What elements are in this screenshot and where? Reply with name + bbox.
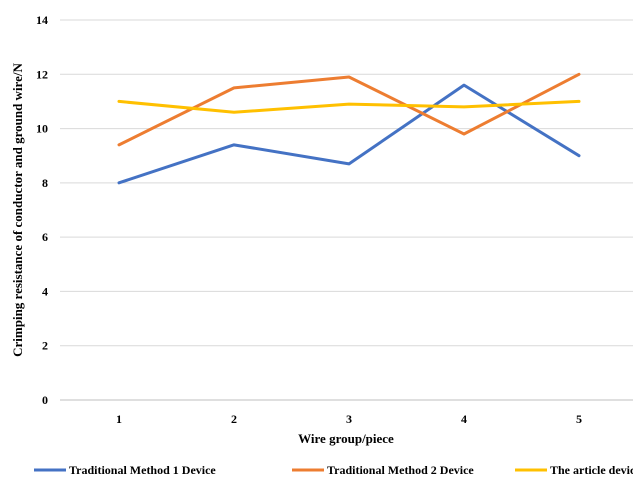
y-tick-label: 10 (36, 122, 48, 136)
y-tick-label: 12 (36, 67, 48, 81)
y-tick-label: 2 (42, 339, 48, 353)
y-axis-title: Crimping resistance of conductor and gro… (10, 63, 25, 357)
legend-label: Traditional Method 1 Device (69, 463, 216, 477)
y-tick-label: 6 (42, 230, 48, 244)
gridlines (60, 19, 633, 401)
x-tick-label: 5 (576, 412, 582, 426)
series-lines (117, 72, 581, 185)
y-axis-ticks: 0 2 4 6 8 10 12 14 (36, 13, 48, 407)
legend: Traditional Method 1 Device Traditional M… (34, 463, 633, 477)
x-axis-ticks: 1 2 3 4 5 (116, 412, 582, 426)
y-tick-label: 0 (42, 393, 48, 407)
series-line-3 (117, 99, 581, 114)
y-tick-label: 4 (42, 284, 48, 298)
legend-item: The article device (515, 463, 633, 477)
x-tick-label: 2 (231, 412, 237, 426)
y-tick-label: 14 (36, 13, 48, 27)
legend-item: Traditional Method 2 Device (292, 463, 474, 477)
series-line-1 (117, 83, 581, 185)
legend-item: Traditional Method 1 Device (34, 463, 216, 477)
x-tick-label: 3 (346, 412, 352, 426)
legend-label: Traditional Method 2 Device (327, 463, 474, 477)
x-tick-label: 4 (461, 412, 467, 426)
x-axis-title: Wire group/piece (298, 431, 394, 446)
series-line-2 (117, 72, 581, 147)
y-tick-label: 8 (42, 176, 48, 190)
legend-label: The article device (550, 463, 633, 477)
x-tick-label: 1 (116, 412, 122, 426)
